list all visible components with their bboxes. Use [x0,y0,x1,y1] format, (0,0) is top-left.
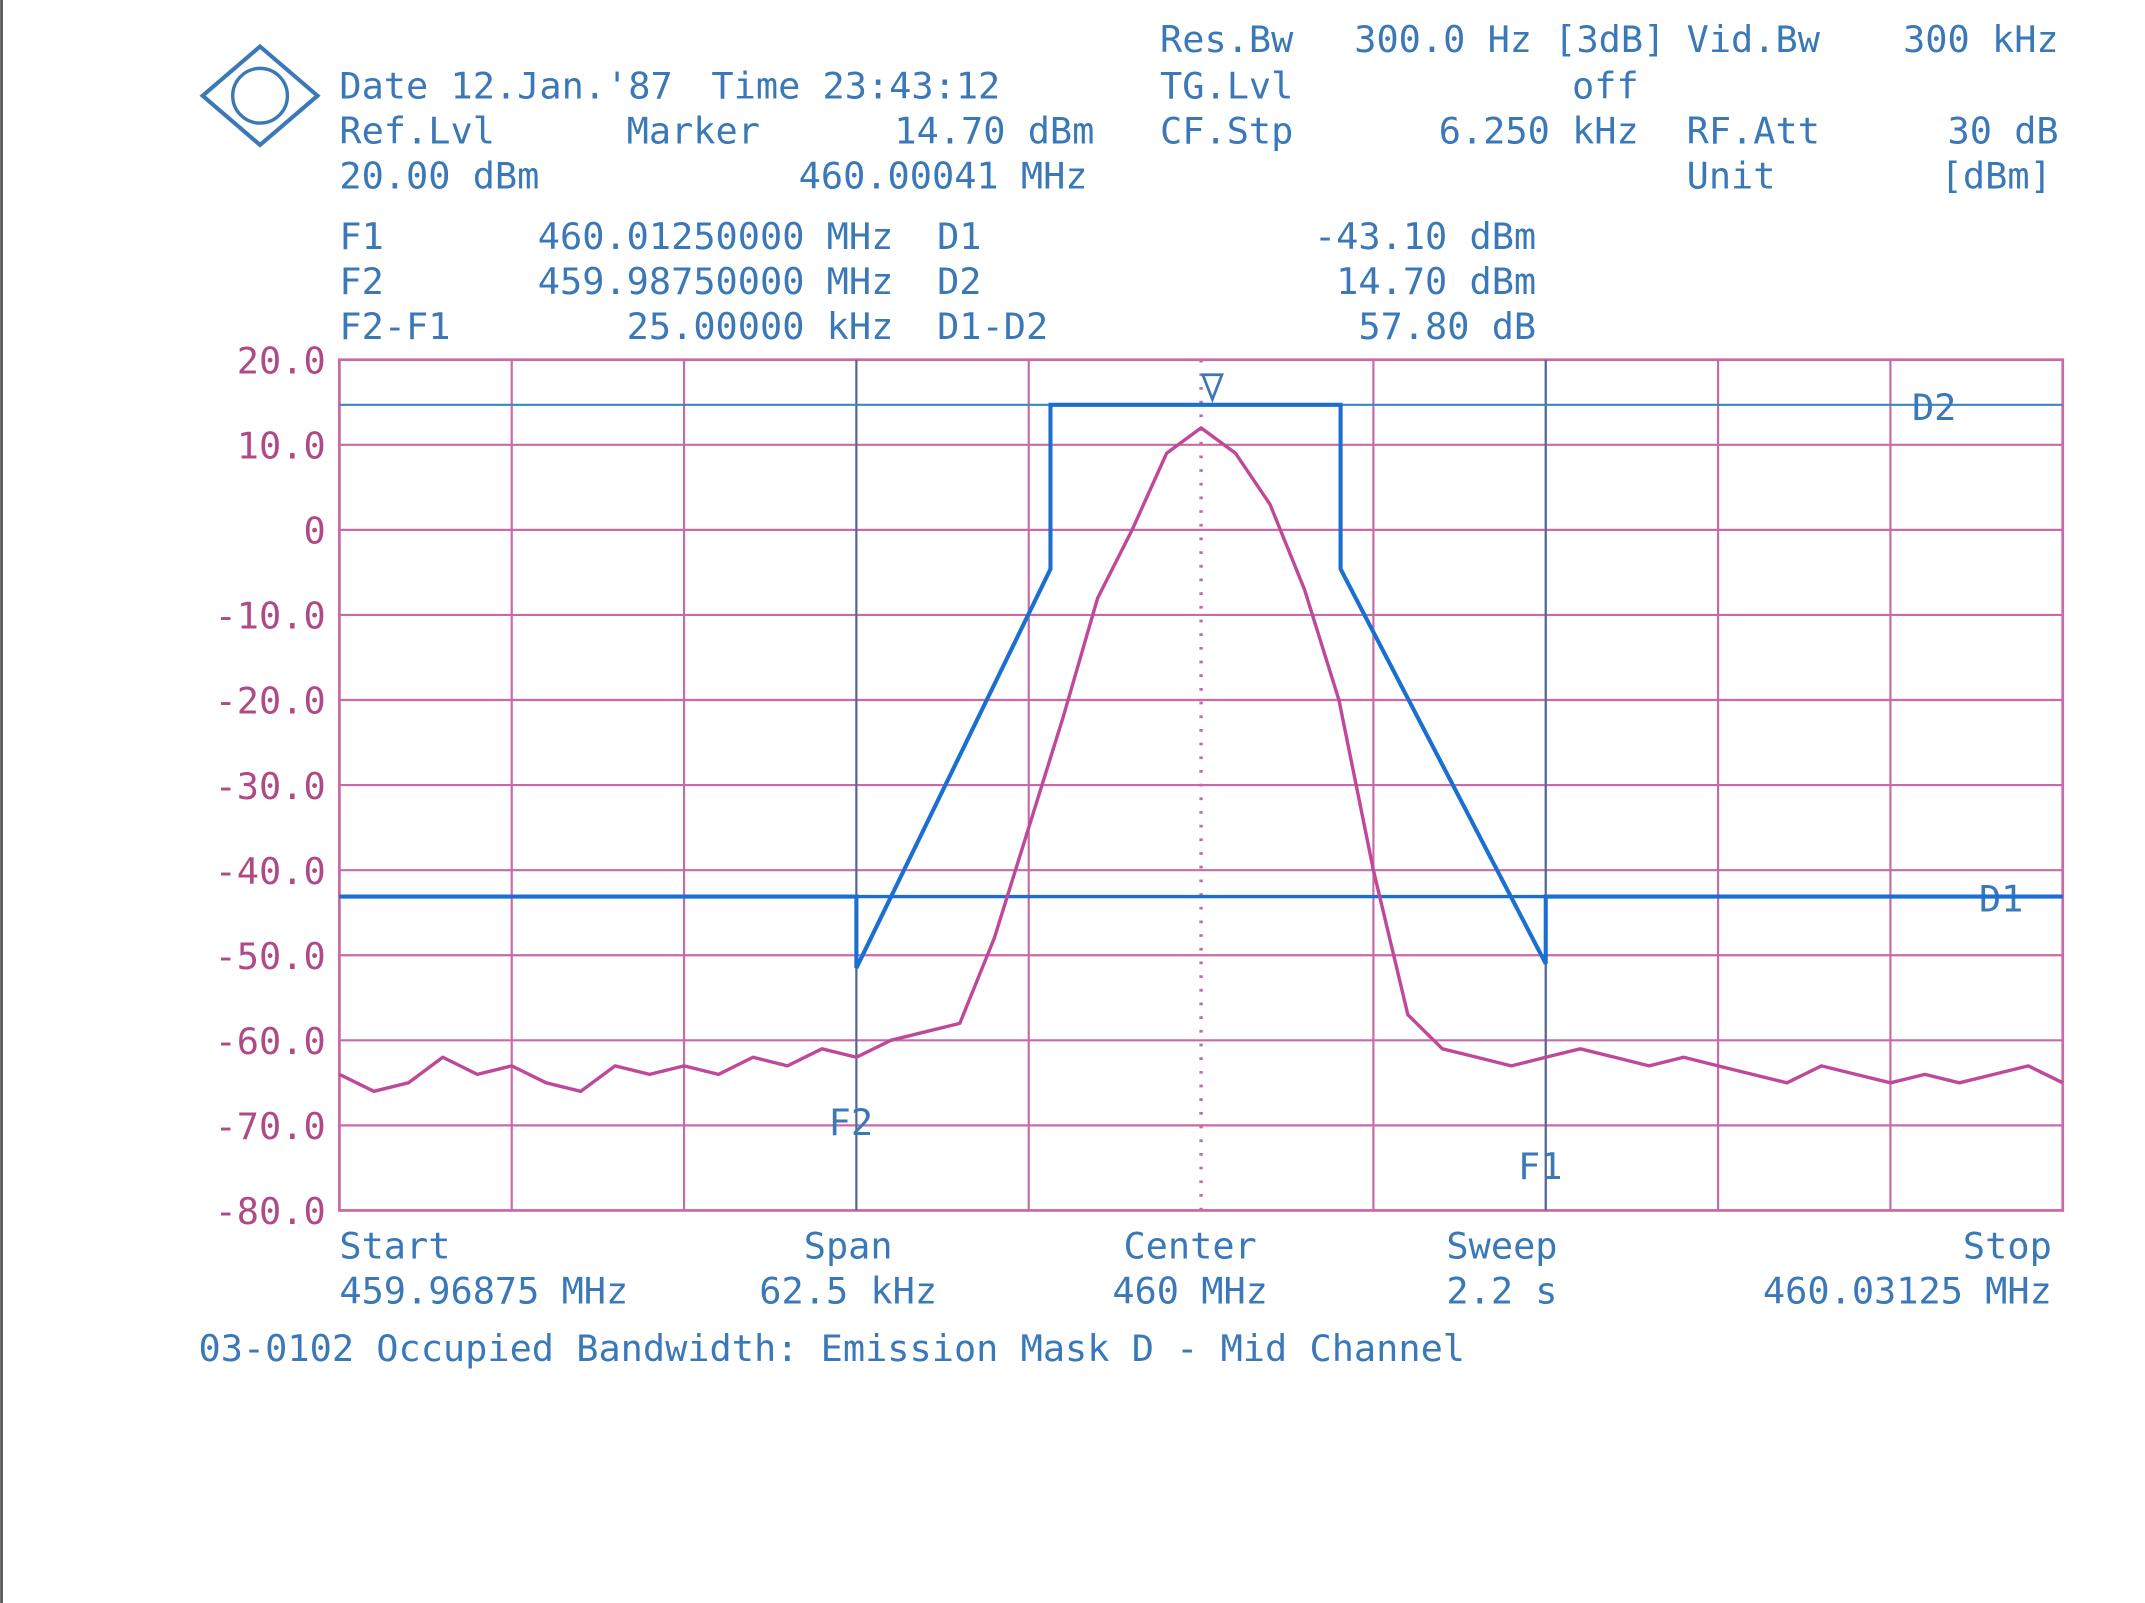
logo [199,43,321,148]
header-text: TG.Lvl [1160,64,1293,107]
bottom-label: Center [1123,1224,1256,1267]
bottom-label: 460 MHz [1112,1269,1268,1312]
header-text: F1 [339,215,383,258]
bottom-label: 62.5 kHz [759,1269,937,1312]
y-tick-label: -10.0 [215,595,326,638]
header-text: 14.70 dBm [894,110,1094,153]
header-text: [dBm] [1941,155,2052,198]
header-text: D2 [937,260,981,303]
header-text: F2-F1 [339,305,450,348]
y-tick-label: -30.0 [215,765,326,808]
header-text: 57.80 dB [1358,305,1536,348]
y-tick-label: -80.0 [215,1190,326,1233]
bottom-label: Start [339,1224,450,1267]
header-text: Time 23:43:12 [711,64,1000,107]
mask-line [339,402,2063,969]
header-text: Ref.Lvl [339,110,495,153]
header-text: 300.0 Hz [3dB] [1354,18,1665,61]
y-tick-label: -60.0 [215,1020,326,1063]
header-text: 300 kHz [1903,18,2059,61]
header-text: 460.01250000 MHz [538,215,894,258]
y-tick-label: 20.0 [237,339,326,382]
frequency-label: F1 [1518,1145,1562,1188]
header-text: -43.10 dBm [1314,215,1536,258]
bottom-label: 2.2 s [1446,1269,1557,1312]
y-tick-label: 0 [303,510,325,553]
header-text: Res.Bw [1160,18,1294,61]
header-text: 20.00 dBm [339,155,539,198]
logo-circle [230,66,290,125]
y-tick-label: -40.0 [215,850,326,893]
trace [338,426,2064,1094]
bottom-label: 459.96875 MHz [339,1269,628,1312]
display-line-label: D1 [1979,878,2023,921]
header-text: F2 [339,260,383,303]
plot-frame [338,358,2065,1212]
header-text: 459.98750000 MHz [538,260,894,303]
frequency-label: F2 [829,1101,873,1144]
logo-diamond [199,43,321,148]
header-text: 30 dB [1948,110,2059,153]
bottom-label: Stop [1963,1224,2052,1267]
header-text: D1-D2 [937,305,1048,348]
y-tick-label: 10.0 [237,424,326,467]
header-text: 460.00041 MHz [799,155,1088,198]
header-text: 6.250 kHz [1439,110,1639,153]
header-text: CF.Stp [1160,110,1293,153]
marker [1200,373,1224,404]
header-text: 25.00000 kHz [627,305,894,348]
header-text: RF.Att [1687,110,1820,153]
header-text: D1 [937,215,981,258]
header-text: Vid.Bw [1687,18,1821,61]
header-text: 14.70 dBm [1336,260,1536,303]
y-tick-label: -50.0 [215,935,326,978]
bottom-label: Sweep [1446,1224,1557,1267]
footer: 03-0102 Occupied Bandwidth: Emission Mas… [199,1327,1466,1370]
header-text: Date 12.Jan.'87 [339,64,672,107]
header-text: Unit [1687,155,1776,198]
y-tick-label: -70.0 [215,1105,326,1148]
header-text: Marker [627,110,760,153]
bottom-label: 460.03125 MHz [1763,1269,2052,1312]
y-tick-label: -20.0 [215,680,326,723]
bottom-label: Span [804,1224,893,1267]
display-line-label: D2 [1912,386,1956,429]
header-text: off [1572,64,1639,107]
